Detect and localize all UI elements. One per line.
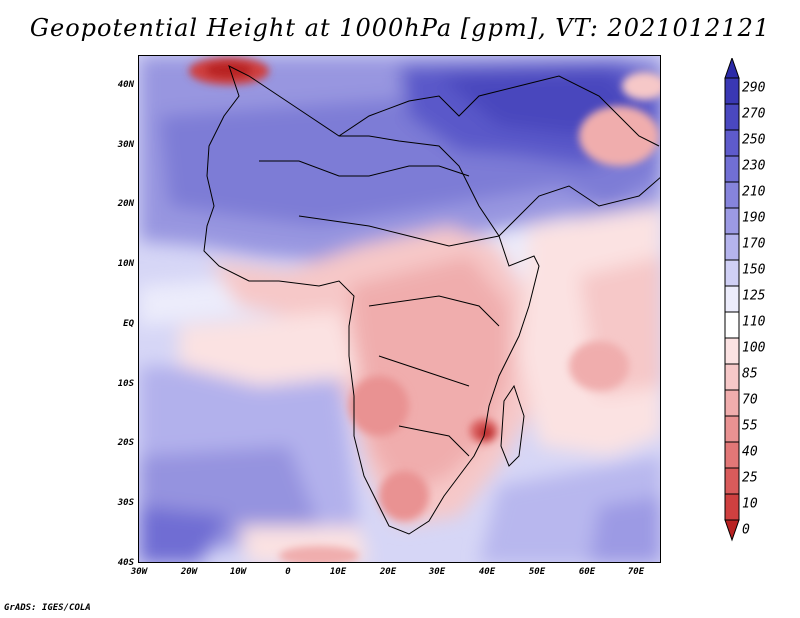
lat-label-40s: 40S	[117, 558, 134, 568]
colorbar-label-110: 110	[742, 314, 766, 330]
lon-label-30e: 30E	[428, 567, 446, 577]
colorbar-label-100: 100	[742, 340, 766, 356]
lon-label-40e: 40E	[478, 567, 496, 577]
colorbar-segment	[724, 363, 740, 391]
colorbar-label-85: 85	[742, 366, 758, 382]
colorbar-label-55: 55	[742, 418, 758, 434]
map-title: Geopotential Height at 1000hPa [gpm], VT…	[29, 14, 771, 42]
colorbar-segment	[724, 181, 740, 209]
lon-label-50e: 50E	[528, 567, 546, 577]
lat-label-10s: 10S	[117, 379, 134, 389]
lon-label-60e: 60E	[578, 567, 596, 577]
lat-label-20n: 20N	[117, 199, 134, 209]
colorbar-segment	[724, 415, 740, 443]
colorbar-segment	[724, 207, 740, 235]
map-plot-area	[138, 55, 661, 563]
colorbar-segment	[724, 493, 740, 521]
lat-label-10n: 10N	[117, 259, 134, 269]
colorbar-segment	[724, 103, 740, 131]
lat-label-30n: 30N	[117, 140, 134, 150]
colorbar-segment	[724, 337, 740, 365]
colorbar-segment	[724, 441, 740, 469]
lon-label-10w: 10W	[229, 567, 247, 577]
colorbar-bottom-triangle	[724, 519, 740, 542]
lon-label-0: 0	[285, 567, 291, 577]
colorbar-segment	[724, 155, 740, 183]
colorbar-segment	[724, 389, 740, 417]
lon-label-70e: 70E	[627, 567, 645, 577]
grads-credit: GrADS: IGES/COLA	[4, 603, 91, 613]
lon-label-20e: 20E	[379, 567, 397, 577]
lat-label-40n: 40N	[117, 80, 134, 90]
colorbar-label-125: 125	[742, 288, 766, 304]
colorbar-label-230: 230	[742, 158, 766, 174]
colorbar-segment	[724, 259, 740, 287]
lat-label-eq: EQ	[123, 319, 134, 329]
colorbar-label-150: 150	[742, 262, 766, 278]
colorbar-label-290: 290	[742, 80, 766, 96]
coastline-outline	[203, 65, 660, 535]
colorbar-top-triangle	[724, 58, 740, 79]
lat-label-20s: 20S	[117, 438, 134, 448]
colorbar-label-10: 10	[742, 496, 758, 512]
colorbar-label-25: 25	[742, 470, 758, 486]
colorbar-label-70: 70	[742, 392, 758, 408]
lon-label-30w: 30W	[130, 567, 148, 577]
lon-label-20w: 20W	[180, 567, 198, 577]
colorbar-label-190: 190	[742, 210, 766, 226]
colorbar-segment	[724, 77, 740, 105]
lon-label-10e: 10E	[329, 567, 347, 577]
colorbar-segment	[724, 233, 740, 261]
geopotential-height-field	[139, 56, 660, 562]
lat-label-30s: 30S	[117, 498, 134, 508]
colorbar-segment	[724, 467, 740, 495]
colorbar-segment	[724, 311, 740, 339]
colorbar-label-210: 210	[742, 184, 766, 200]
colorbar-label-270: 270	[742, 106, 766, 122]
colorbar-label-0: 0	[742, 522, 750, 538]
colorbar-segment	[724, 129, 740, 157]
colorbar-label-170: 170	[742, 236, 766, 252]
colorbar-label-40: 40	[742, 444, 758, 460]
colorbar	[724, 58, 740, 542]
colorbar-label-250: 250	[742, 132, 766, 148]
colorbar-segment	[724, 285, 740, 313]
